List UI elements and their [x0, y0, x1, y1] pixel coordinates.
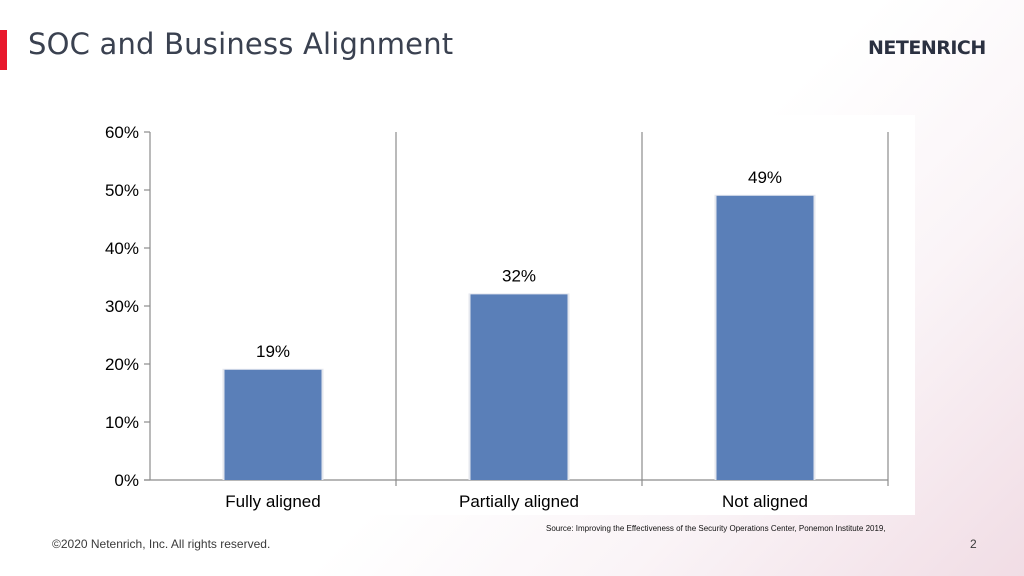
netenrich-logo: NETENRICH	[868, 37, 986, 59]
bar	[470, 294, 568, 480]
page-number: 2	[970, 537, 977, 551]
y-tick-label: 30%	[105, 297, 139, 316]
chart-canvas: 0% 10% 20% 30% 40% 50% 60% 19% Fully aligned 32% P…	[105, 123, 889, 511]
title-accent-bar	[0, 30, 7, 70]
category-label: Partially aligned	[459, 492, 579, 511]
y-tick-label: 0%	[114, 471, 139, 490]
category-label: Not aligned	[722, 492, 808, 511]
y-tick-label: 40%	[105, 239, 139, 258]
bar	[716, 195, 814, 481]
copyright-text: ©2020 Netenrich, Inc. All rights reserve…	[52, 537, 271, 551]
y-tick-label: 20%	[105, 355, 139, 374]
category-label: Fully aligned	[225, 492, 320, 511]
slide-title: SOC and Business Alignment	[28, 27, 454, 61]
y-tick-label: 50%	[105, 181, 139, 200]
y-tick-label: 10%	[105, 413, 139, 432]
data-label: 32%	[502, 266, 536, 285]
source-note: Source: Improving the Effectiveness of t…	[546, 524, 886, 533]
y-tick-label: 60%	[105, 123, 139, 142]
bar	[224, 369, 322, 480]
bar-chart: 0% 10% 20% 30% 40% 50% 60% 19% Fully aligned 32% P…	[95, 115, 915, 515]
data-label: 19%	[256, 342, 290, 361]
data-label: 49%	[748, 168, 782, 187]
